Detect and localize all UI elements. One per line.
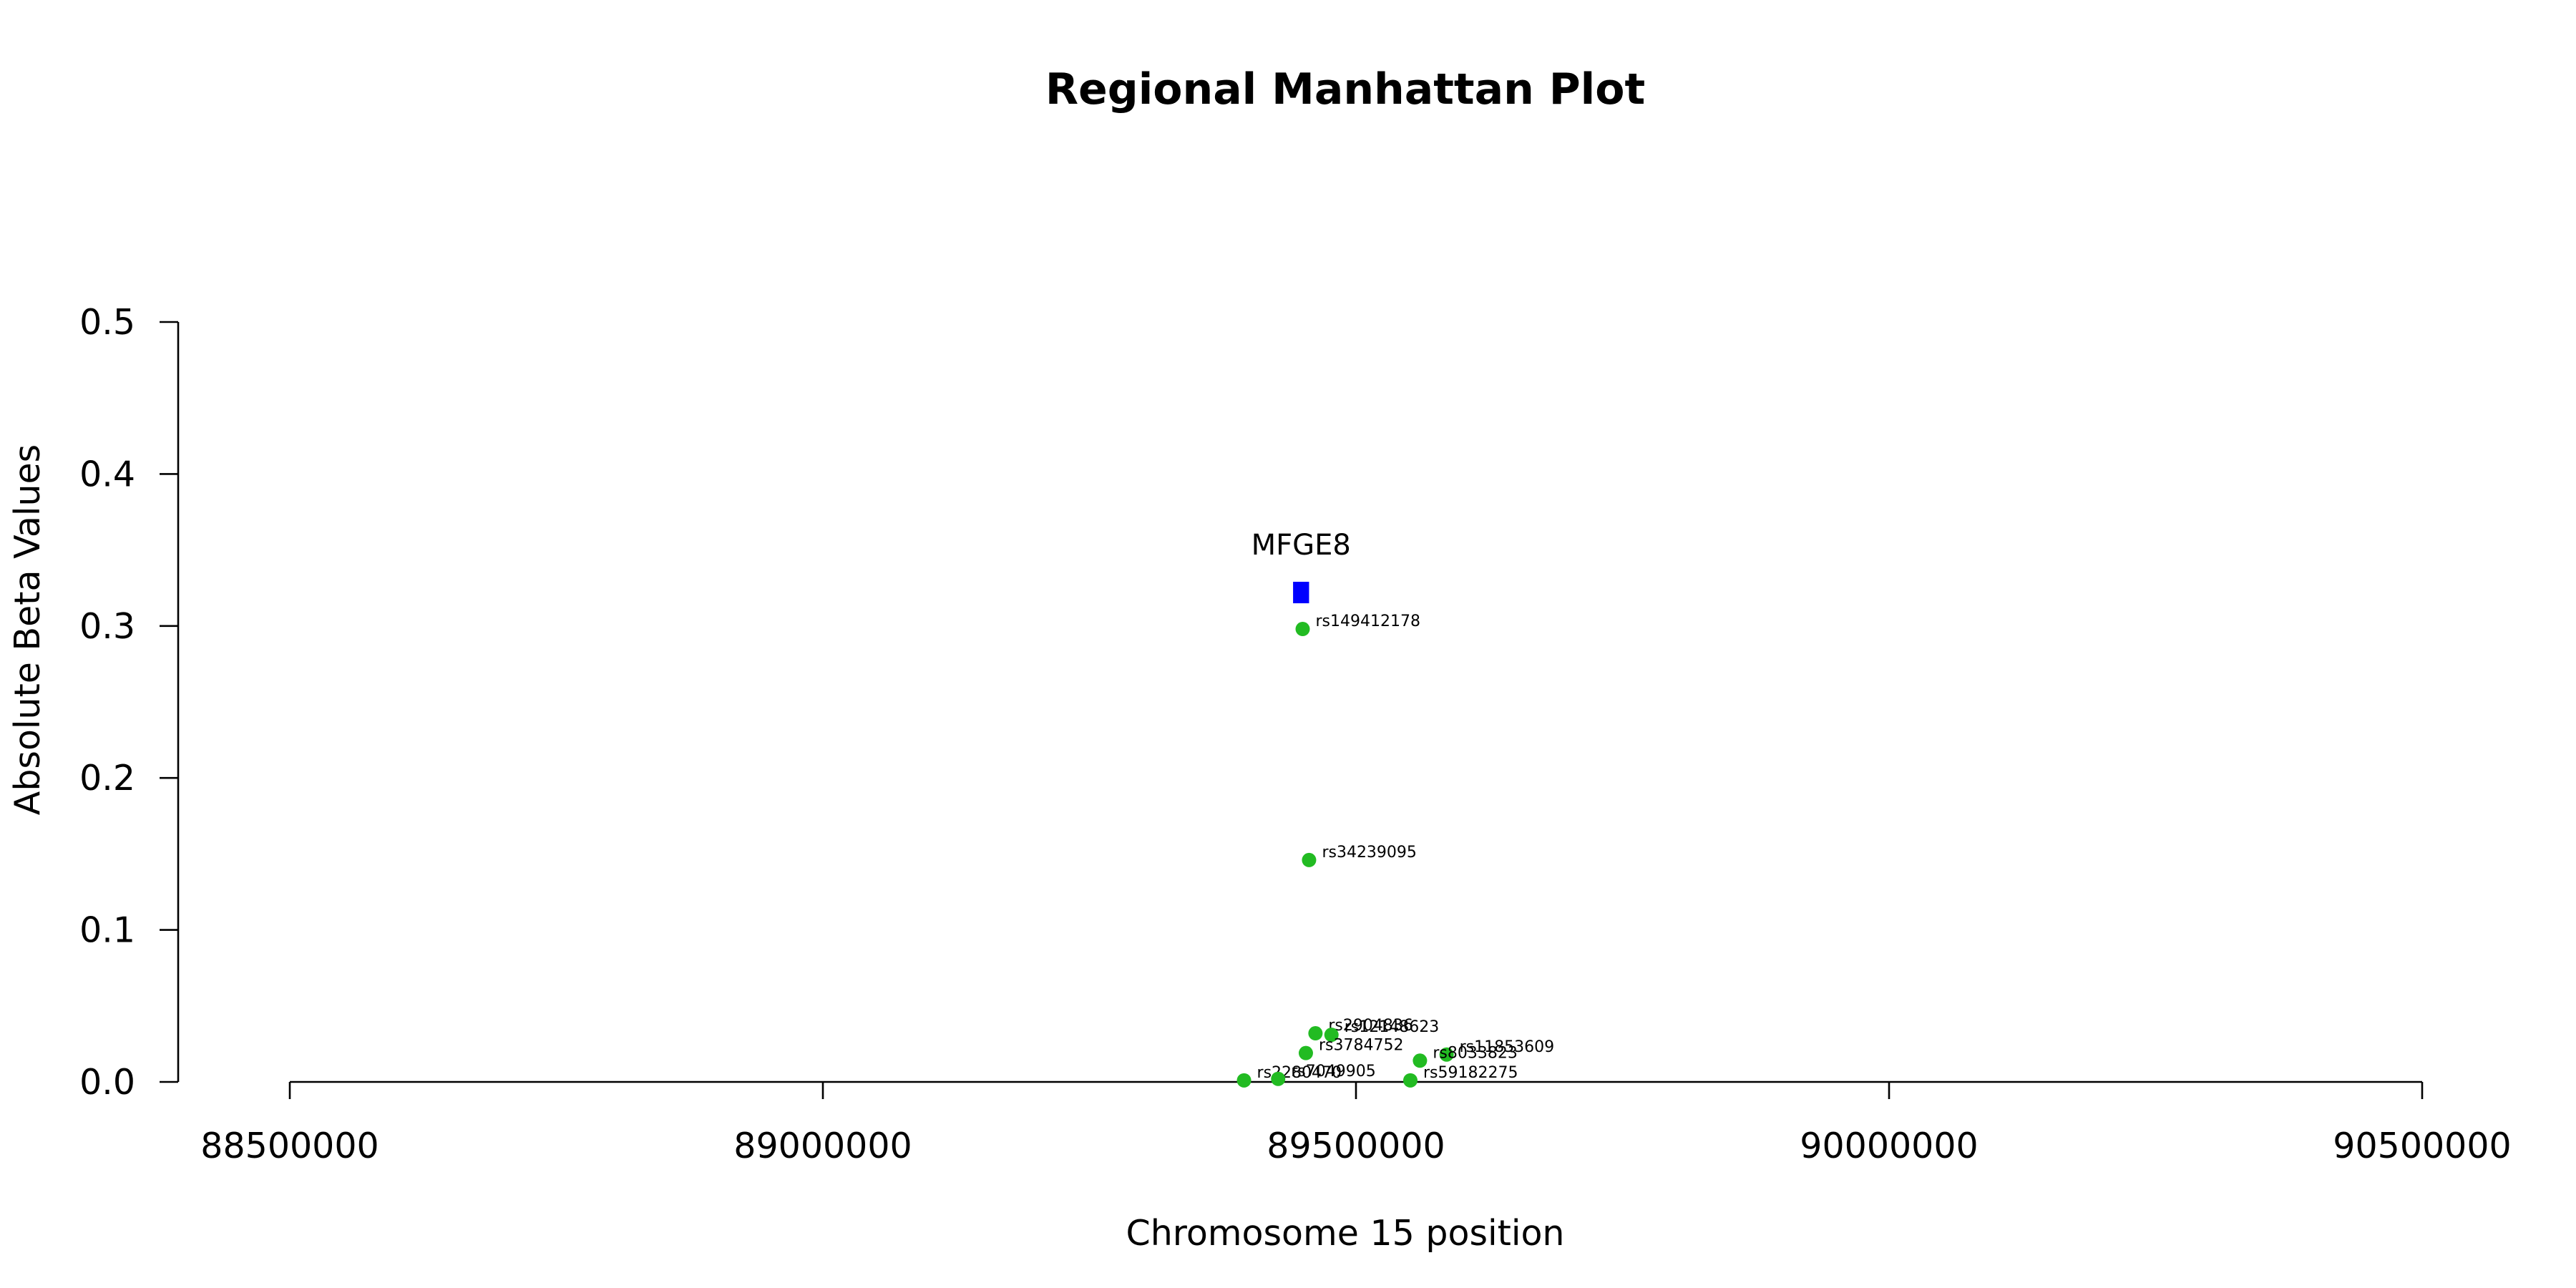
snp-label: rs12148623 bbox=[1345, 1018, 1439, 1036]
snp-points: rs149412178 rs34239095 rs2904836rs12148623… bbox=[1236, 613, 1554, 1088]
snp-label: rs59182275 bbox=[1423, 1064, 1518, 1082]
snp-point bbox=[1439, 1047, 1454, 1062]
x-tick-label: 89000000 bbox=[733, 1126, 912, 1166]
y-tick-label: 0.1 bbox=[79, 910, 135, 951]
snp-label: rs149412178 bbox=[1316, 613, 1420, 630]
snp-point bbox=[1308, 1026, 1323, 1041]
snp-label: rs34239095 bbox=[1322, 844, 1416, 862]
x-tick-label: 90000000 bbox=[1800, 1126, 1978, 1166]
gene-label: MFGE8 bbox=[1252, 529, 1351, 562]
gene-box bbox=[1293, 582, 1309, 604]
y-tick-label: 0.0 bbox=[79, 1062, 135, 1103]
snp-label: rs8033823 bbox=[1433, 1044, 1517, 1062]
x-tick-label: 89500000 bbox=[1267, 1126, 1445, 1166]
y-tick-label: 0.3 bbox=[79, 606, 135, 647]
x-tick-label: 88500000 bbox=[200, 1126, 379, 1166]
x-tick-label: 90500000 bbox=[2333, 1126, 2511, 1166]
snp-label: rs7049905 bbox=[1291, 1063, 1376, 1080]
snp-point bbox=[1236, 1073, 1252, 1088]
y-tick-label: 0.5 bbox=[79, 302, 135, 343]
snp-label: rs11853609 bbox=[1460, 1038, 1554, 1056]
chart-title: Regional Manhattan Plot bbox=[1045, 64, 1645, 114]
snp-point bbox=[1324, 1028, 1339, 1043]
y-axis-label: Absolute Beta Values bbox=[7, 444, 48, 815]
snp-point bbox=[1271, 1071, 1286, 1086]
snp-label: rs3784752 bbox=[1319, 1037, 1404, 1055]
y-tick-label: 0.4 bbox=[79, 454, 135, 494]
snp-point bbox=[1295, 622, 1310, 637]
snp-point bbox=[1298, 1045, 1313, 1060]
snp-point bbox=[1413, 1053, 1428, 1068]
snp-point bbox=[1302, 852, 1317, 867]
gene-track: MFGE8 bbox=[1252, 529, 1351, 604]
snp-point bbox=[1402, 1073, 1418, 1088]
y-tick-label: 0.2 bbox=[79, 758, 135, 799]
snp-label: rs2904836 bbox=[1328, 1017, 1413, 1035]
x-axis-label: Chromosome 15 position bbox=[1126, 1213, 1564, 1254]
axes: 88500000 89000000 89500000 90000000 90500000… bbox=[79, 302, 2512, 1166]
